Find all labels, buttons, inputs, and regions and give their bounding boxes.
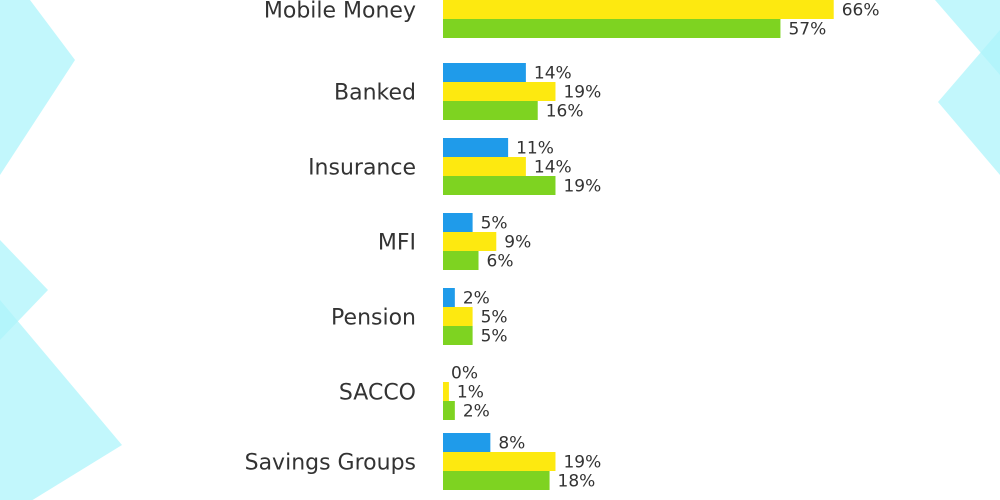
bar-sacco-s2 — [443, 382, 449, 401]
value-label-pension-s1: 2% — [463, 289, 490, 309]
bar-mfi-s3 — [443, 251, 479, 270]
value-label-sacco-s2: 1% — [457, 383, 484, 403]
category-label: Pension — [331, 306, 416, 331]
category-group-pension: 2%5%5%Pension — [331, 288, 508, 347]
value-label-insurance-s3: 19% — [563, 177, 601, 197]
bars-layer: 57%66%57%Mobile Money14%19%16%Banked11%1… — [245, 0, 880, 492]
bar-pension-s1 — [443, 288, 455, 307]
category-label: Insurance — [308, 156, 416, 181]
right-mid-diamond — [938, 30, 1000, 175]
category-group-banked: 14%19%16% Banked — [334, 63, 601, 122]
bar-mfi-s2 — [443, 232, 497, 251]
value-label-savings-groups-s1: 8% — [498, 434, 525, 454]
category-label: SACCO — [339, 381, 416, 406]
value-label-mobile-money-s2: 66% — [842, 1, 880, 21]
value-label-mfi-s1: 5% — [481, 214, 508, 234]
value-label-mobile-money-s3: 57% — [788, 20, 826, 40]
bar-savings-groups-s2 — [443, 452, 556, 471]
value-label-pension-s3: 5% — [481, 327, 508, 347]
value-label-banked-s3: 16% — [546, 102, 584, 122]
bar-sacco-s3 — [443, 401, 455, 420]
bar-insurance-s2 — [443, 157, 526, 176]
bar-mobile-money-s2 — [443, 0, 834, 19]
value-label-mfi-s2: 9% — [504, 233, 531, 253]
value-label-savings-groups-s2: 19% — [563, 453, 601, 473]
value-label-banked-s2: 19% — [563, 83, 601, 103]
category-group-mobile-money: 57%66%57%Mobile Money — [264, 0, 880, 40]
left-bottom-diamond — [0, 300, 122, 500]
bar-mfi-s1 — [443, 213, 473, 232]
bar-mobile-money-s3 — [443, 19, 781, 38]
value-label-insurance-s1: 11% — [516, 139, 554, 159]
category-group-mfi: 5%9%6% MFI — [378, 213, 531, 272]
category-label: Banked — [334, 81, 416, 106]
bar-insurance-s1 — [443, 138, 509, 157]
bar-pension-s3 — [443, 326, 473, 345]
bar-savings-groups-s3 — [443, 471, 550, 490]
value-label-sacco-s3: 2% — [463, 402, 490, 422]
bar-savings-groups-s1 — [443, 433, 491, 452]
bar-banked-s2 — [443, 82, 556, 101]
value-label-insurance-s2: 14% — [534, 158, 572, 178]
category-label: Mobile Money — [264, 0, 416, 24]
category-label: MFI — [378, 231, 416, 256]
bar-insurance-s3 — [443, 176, 556, 195]
value-label-mfi-s3: 6% — [487, 252, 514, 272]
bar-banked-s1 — [443, 63, 526, 82]
category-group-savings-groups: 8% 19%18% Savings Groups — [245, 433, 601, 492]
left-top-diamond — [0, 0, 75, 175]
bar-banked-s3 — [443, 101, 538, 120]
value-label-savings-groups-s3: 18% — [558, 472, 596, 492]
category-group-sacco: 0%1%2% SACCO — [339, 364, 490, 422]
value-label-sacco-s1: 0% — [451, 364, 478, 384]
category-group-insurance: 11%14%19% Insurance — [308, 138, 601, 197]
bar-pension-s2 — [443, 307, 473, 326]
value-label-pension-s2: 5% — [481, 308, 508, 328]
category-label: Savings Groups — [245, 451, 416, 476]
value-label-banked-s1: 14% — [534, 64, 572, 84]
